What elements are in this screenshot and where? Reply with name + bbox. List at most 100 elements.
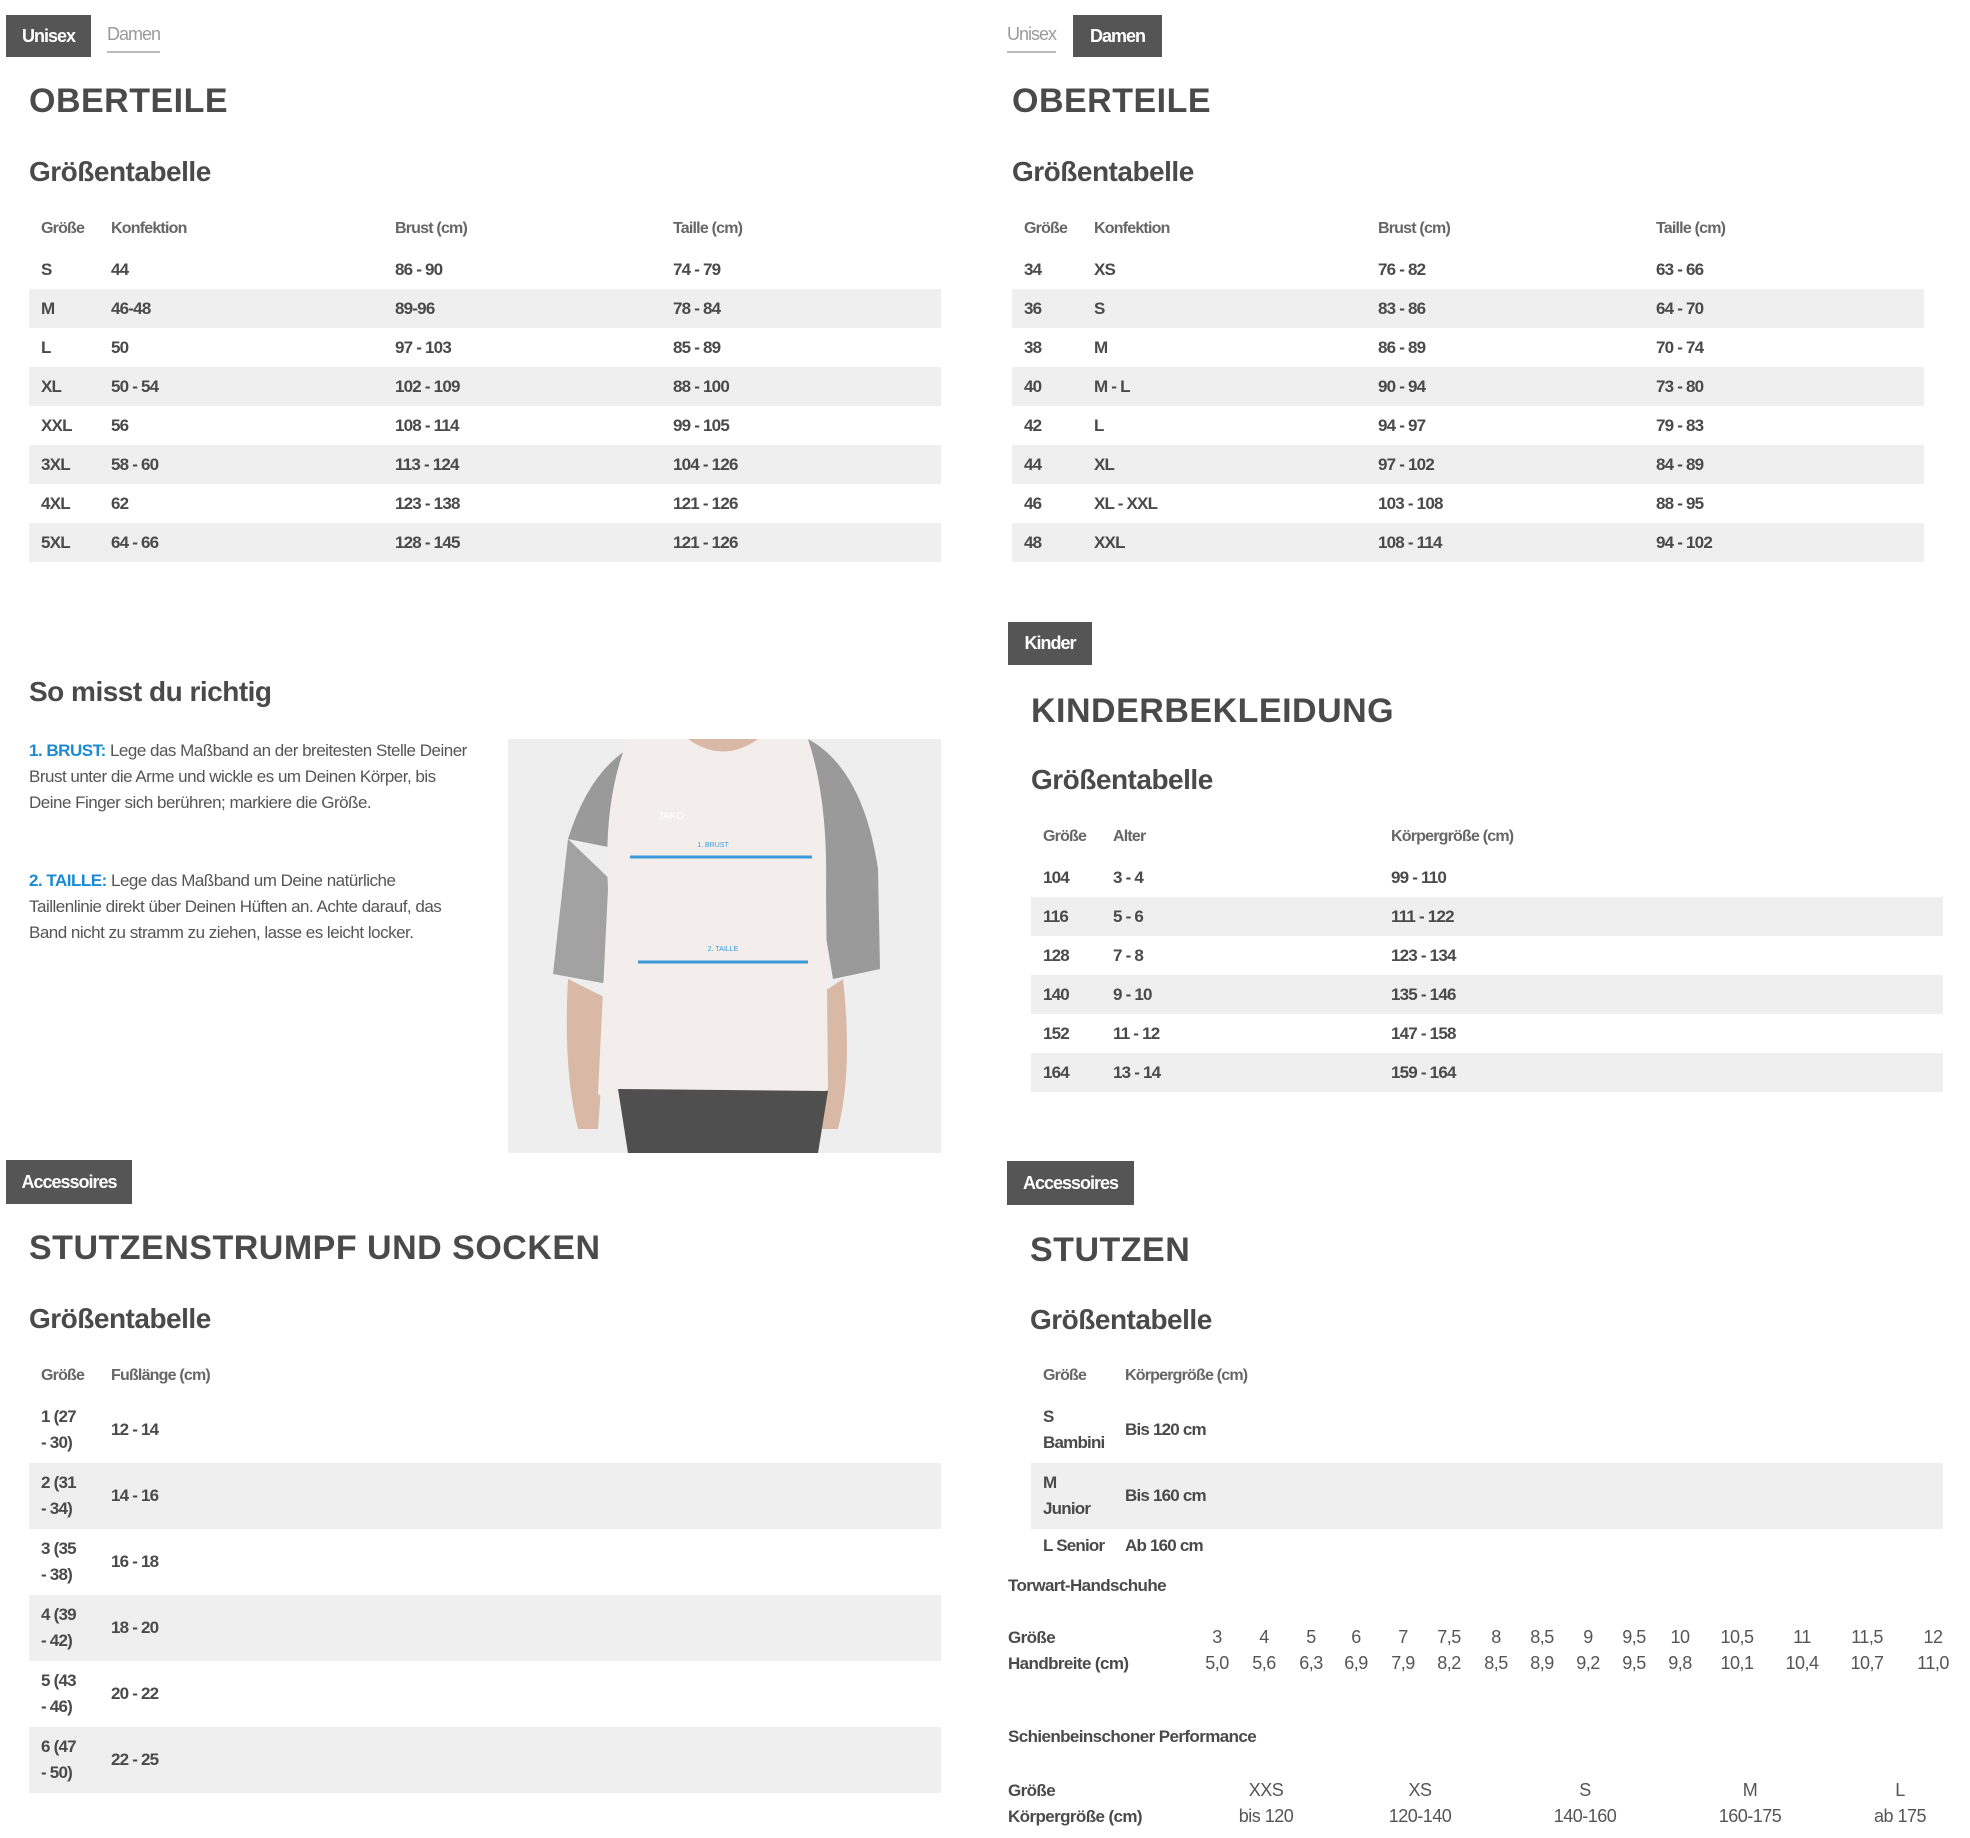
table-cell: 84 - 89 <box>1656 454 1704 474</box>
table-row: 36 S 83 - 86 64 - 70 <box>1012 289 1924 328</box>
table-cell: 140 <box>1043 984 1070 1004</box>
table-row: 116 5 - 6 111 - 122 <box>1031 897 1943 936</box>
table-cell: 97 - 103 <box>395 337 452 357</box>
table-row: 48 XXL 108 - 114 94 - 102 <box>1012 523 1924 562</box>
table-cell: 86 - 89 <box>1378 337 1426 357</box>
table-cell: 128 <box>1043 945 1070 965</box>
width-value: 11,0 <box>1917 1653 1949 1673</box>
table-cell: 9 - 10 <box>1113 984 1152 1004</box>
size-value: 8,5 <box>1530 1627 1554 1647</box>
table-cell: Ab 160 cm <box>1125 1536 1204 1555</box>
size-value: 12 <box>1923 1627 1943 1647</box>
table-cell: 64 - 66 <box>111 532 159 552</box>
table-cell: 97 - 102 <box>1378 454 1435 474</box>
size-value: 5 <box>1306 1627 1316 1647</box>
table-cell: 88 - 100 <box>673 376 730 396</box>
width-value: 8,2 <box>1437 1653 1461 1673</box>
size-value: 11,5 <box>1851 1627 1883 1647</box>
table-cell: 13 - 14 <box>1113 1062 1161 1082</box>
size-value: XXS <box>1248 1780 1284 1800</box>
table-cell: 78 - 84 <box>673 298 721 318</box>
table-cell: 18 - 20 <box>111 1618 159 1637</box>
table-cell: 111 - 122 <box>1391 906 1455 926</box>
column-header: Größe <box>1043 828 1087 845</box>
table-row: 44 XL 97 - 102 84 - 89 <box>1012 445 1924 484</box>
table-cell: 3 (35 - 38) <box>41 1539 77 1584</box>
table-cell: 40 <box>1024 376 1042 396</box>
table-cell: 135 - 146 <box>1391 984 1456 1004</box>
table-row: 3XL 58 - 60 113 - 124 104 - 126 <box>29 445 941 484</box>
table-cell: 128 - 145 <box>395 532 460 552</box>
section-title-stutzenstrumpf: STUTZENSTRUMPF UND SOCKEN <box>29 1229 601 1267</box>
width-value: 7,9 <box>1391 1653 1415 1673</box>
table-row: 5 (43 - 46) 20 - 22 <box>29 1661 941 1727</box>
size-value: 4 <box>1259 1627 1269 1647</box>
table-cell: 4 (39 - 42) <box>41 1605 77 1650</box>
table-cell: 121 - 126 <box>673 532 738 552</box>
table-cell: 42 <box>1024 415 1042 435</box>
tab-damen[interactable]: Damen <box>1073 15 1162 57</box>
column-header: Größe <box>1043 1367 1087 1384</box>
table-cell: 3 - 4 <box>1113 867 1144 887</box>
table-cell: 36 <box>1024 298 1042 318</box>
table-cell: 62 <box>111 493 129 513</box>
width-value: 5,6 <box>1252 1653 1276 1673</box>
width-value: 9,8 <box>1668 1653 1692 1673</box>
table-cell: 44 <box>1024 454 1042 474</box>
table-cell: 86 - 90 <box>395 259 443 279</box>
width-value: 6,9 <box>1344 1653 1368 1673</box>
table-cell: M - L <box>1094 376 1130 396</box>
table-row: 164 13 - 14 159 - 164 <box>1031 1053 1943 1092</box>
table-cell: 99 - 110 <box>1391 867 1447 887</box>
table-cell: 56 <box>111 415 129 435</box>
table-cell: 38 <box>1024 337 1042 357</box>
size-value: 11 <box>1793 1627 1811 1647</box>
table-cell: 16 - 18 <box>111 1552 159 1571</box>
size-value: 7,5 <box>1437 1627 1461 1647</box>
size-value: S <box>1579 1780 1591 1800</box>
table-cell: 89-96 <box>395 298 435 318</box>
accessoires-badge-right: Accessoires <box>1007 1161 1134 1205</box>
brust-label: 1. BRUST: <box>29 741 106 760</box>
tab-damen[interactable]: Damen <box>107 24 161 53</box>
size-value: L <box>1895 1780 1905 1800</box>
table-cell: 63 - 66 <box>1656 259 1704 279</box>
size-table-heading: Größentabelle <box>1030 1304 1212 1335</box>
table-cell: 88 - 95 <box>1656 493 1704 513</box>
brust-instruction: 1. BRUST: Lege das Maßband an der breite… <box>29 738 469 816</box>
table-cell: 102 - 109 <box>395 376 460 396</box>
height-value: 140-160 <box>1553 1806 1617 1826</box>
table-cell: 3XL <box>41 454 71 474</box>
table-cell: 46 <box>1024 493 1042 513</box>
table-cell: 48 <box>1024 532 1042 552</box>
table-cell: 104 <box>1043 867 1070 887</box>
brust-text: Lege das Maßband an der breitesten Stell… <box>29 741 467 812</box>
table-cell: 50 <box>111 337 129 357</box>
table-row: 128 7 - 8 123 - 134 <box>1031 936 1943 975</box>
shin-size-label: Größe <box>1008 1781 1056 1800</box>
table-cell: XS <box>1094 259 1116 279</box>
tab-unisex[interactable]: Unisex <box>6 15 91 57</box>
column-header: Taille (cm) <box>1656 220 1726 237</box>
section-title-oberteile-damen: OBERTEILE <box>1012 82 1212 120</box>
table-cell: 5 (43 - 46) <box>41 1671 77 1716</box>
table-cell: 14 - 16 <box>111 1486 159 1505</box>
table-row: M 46-48 89-96 78 - 84 <box>29 289 941 328</box>
gloves-heading: Torwart-Handschuhe <box>1008 1576 1167 1595</box>
table-cell: M <box>1094 337 1108 357</box>
table-cell: 6 (47 - 50) <box>41 1737 77 1782</box>
column-header: Größe <box>41 1367 85 1384</box>
table-row: 6 (47 - 50) 22 - 25 <box>29 1727 941 1793</box>
width-value: 10,7 <box>1850 1653 1884 1673</box>
table-row: 4XL 62 123 - 138 121 - 126 <box>29 484 941 523</box>
column-header: Größe <box>1024 220 1068 237</box>
jako-logo: JAKO <box>658 811 684 822</box>
width-value: 8,9 <box>1530 1653 1554 1673</box>
table-cell: 73 - 80 <box>1656 376 1704 396</box>
tab-unisex[interactable]: Unisex <box>1007 24 1057 53</box>
table-cell: Bis 120 cm <box>1125 1420 1207 1439</box>
column-header: Körpergröße (cm) <box>1391 828 1514 845</box>
shin-guard-heading: Schienbeinschoner Performance <box>1008 1727 1257 1746</box>
table-cell: L Senior <box>1043 1536 1105 1555</box>
width-value: 10,4 <box>1785 1653 1819 1673</box>
